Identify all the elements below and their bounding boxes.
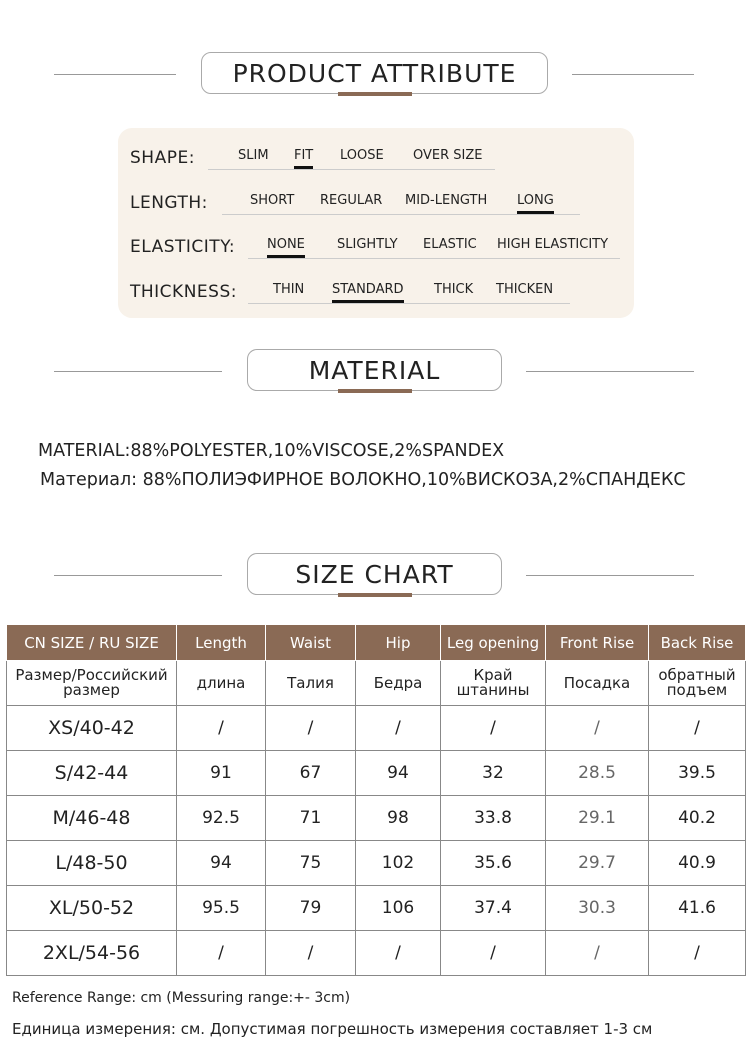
table-cell: 95.5 [176, 885, 266, 931]
column-header-ru: Размер/Российский размер [6, 660, 177, 706]
attribute-option: STANDARD [332, 282, 404, 303]
column-header: Waist [265, 624, 356, 661]
table-cell: 29.7 [545, 840, 649, 886]
table-cell: 39.5 [648, 750, 746, 796]
reference-note-en: Reference Range: cm (Messuring range:+- … [12, 990, 351, 1006]
table-row: XL/50-52 95.5 79 106 37.4 30.3 41.6 [6, 885, 746, 931]
table-cell: 102 [355, 840, 441, 886]
attribute-option: FIT [294, 148, 314, 169]
attribute-option: SLIGHTLY [337, 237, 398, 252]
table-cell: / [176, 930, 266, 976]
attribute-label: SHAPE: [130, 148, 195, 168]
table-cell: XS/40-42 [6, 705, 177, 751]
size-chart-heading: SIZE CHART [0, 553, 750, 603]
table-cell: 37.4 [440, 885, 546, 931]
attribute-option: THICK [434, 282, 474, 297]
table-cell: 92.5 [176, 795, 266, 841]
table-cell: 40.2 [648, 795, 746, 841]
attribute-row: LENGTH: SHORT REGULAR MID-LENGTH LONG [130, 185, 630, 215]
table-row: 2XL/54-56// / / / / [6, 930, 746, 976]
table-cell: 79 [265, 885, 356, 931]
table-cell: XL/50-52 [6, 885, 177, 931]
column-header-ru: Край штанины [440, 660, 546, 706]
attribute-option: MID-LENGTH [405, 193, 488, 208]
table-cell: 98 [355, 795, 441, 841]
table-cell: 33.8 [440, 795, 546, 841]
table-cell: / [176, 705, 266, 751]
material-ru: Материал: 88%ПОЛИЭФИРНОЕ ВОЛОКНО,10%ВИСК… [40, 470, 686, 490]
table-cell: 30.3 [545, 885, 649, 931]
material-en: MATERIAL:88%POLYESTER,10%VISCOSE,2%SPAND… [38, 441, 505, 461]
column-header-ru: Посадка [545, 660, 649, 706]
column-header-ru: длина [176, 660, 266, 706]
table-cell: 40.9 [648, 840, 746, 886]
table-row: L/48-50 94 75 102 35.6 29.7 40.9 [6, 840, 746, 886]
attribute-option: HIGH ELASTICITY [497, 237, 609, 252]
column-header: CN SIZE / RU SIZE [6, 624, 177, 661]
attribute-option: ELASTIC [423, 237, 477, 252]
table-cell: 106 [355, 885, 441, 931]
column-header: Hip [355, 624, 441, 661]
product-attribute-heading: PRODUCT ATTRIBUTE [0, 52, 750, 102]
table-cell: 32 [440, 750, 546, 796]
table-cell: 67 [265, 750, 356, 796]
column-header: Length [176, 624, 266, 661]
column-header: Back Rise [648, 624, 746, 661]
table-cell: 91 [176, 750, 266, 796]
attribute-option: SLIM [238, 148, 269, 163]
table-cell: M/46-48 [6, 795, 177, 841]
attribute-label: ELASTICITY: [130, 237, 236, 257]
material-heading: MATERIAL [0, 349, 750, 399]
attribute-panel: SHAPE: SLIM FIT LOOSE OVER SIZE LENGTH: SHORT R… [118, 128, 634, 318]
table-cell: 75 [265, 840, 356, 886]
table-cell: 28.5 [545, 750, 649, 796]
attribute-option: LONG [517, 193, 554, 214]
table-cell: / [265, 705, 356, 751]
table-cell: / [648, 930, 746, 976]
table-cell: 29.1 [545, 795, 649, 841]
attribute-row: SHAPE: SLIM FIT LOOSE OVER SIZE [130, 140, 630, 170]
column-header-ru: Талия [265, 660, 356, 706]
table-cell: / [265, 930, 356, 976]
table-cell: 2XL/54-56 [6, 930, 177, 976]
table-row: S/42-44 91 67 94 32 28.5 39.5 [6, 750, 746, 796]
table-cell: 71 [265, 795, 356, 841]
table-cell: 41.6 [648, 885, 746, 931]
size-chart-table: CN SIZE / RU SIZE Length Waist Hip Leg openi… [6, 624, 746, 976]
table-row: M/46-48 92.5 71 98 33.8 29.1 40.2 [6, 795, 746, 841]
table-cell: / [355, 930, 441, 976]
table-cell: / [440, 930, 546, 976]
reference-note-ru: Единица измерения: см. Допустимая погреш… [12, 1020, 653, 1038]
column-header: Leg opening [440, 624, 546, 661]
table-row: XS/40-42// / / / / [6, 705, 746, 751]
attribute-option: OVER SIZE [413, 148, 483, 163]
attribute-option: REGULAR [320, 193, 383, 208]
table-cell: 94 [176, 840, 266, 886]
table-cell: 35.6 [440, 840, 546, 886]
table-cell: / [545, 930, 649, 976]
column-header: Front Rise [545, 624, 649, 661]
attribute-row: ELASTICITY: NONE SLIGHTLY ELASTIC HIGH ELAST… [130, 229, 630, 259]
attribute-row: THICKNESS: THIN STANDARD THICK THICKEN [130, 274, 630, 304]
table-cell: 94 [355, 750, 441, 796]
attribute-option: LOOSE [340, 148, 384, 163]
table-cell: / [545, 705, 649, 751]
table-cell: / [440, 705, 546, 751]
table-cell: / [648, 705, 746, 751]
attribute-label: THICKNESS: [130, 282, 237, 302]
column-header-ru: обратный подъем [648, 660, 746, 706]
attribute-option: NONE [267, 237, 305, 258]
attribute-option: SHORT [250, 193, 295, 208]
table-cell: L/48-50 [6, 840, 177, 886]
column-header-ru: Бедра [355, 660, 441, 706]
attribute-option: THICKEN [496, 282, 554, 297]
table-cell: S/42-44 [6, 750, 177, 796]
attribute-label: LENGTH: [130, 193, 208, 213]
attribute-option: THIN [273, 282, 305, 297]
table-cell: / [355, 705, 441, 751]
